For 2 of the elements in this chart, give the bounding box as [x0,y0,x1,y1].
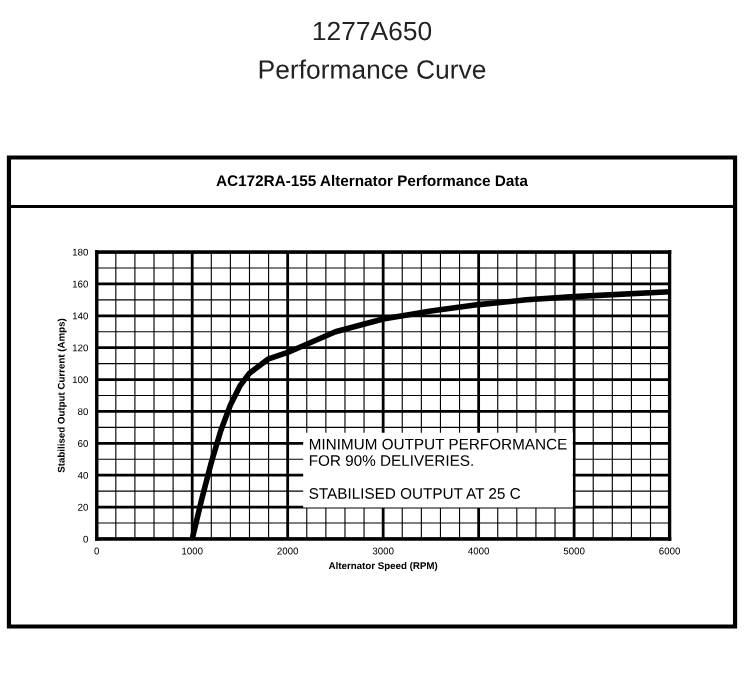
chart-title: 1277A650 [313,21,432,41]
chart-subtitle: Performance Curve [259,59,486,79]
